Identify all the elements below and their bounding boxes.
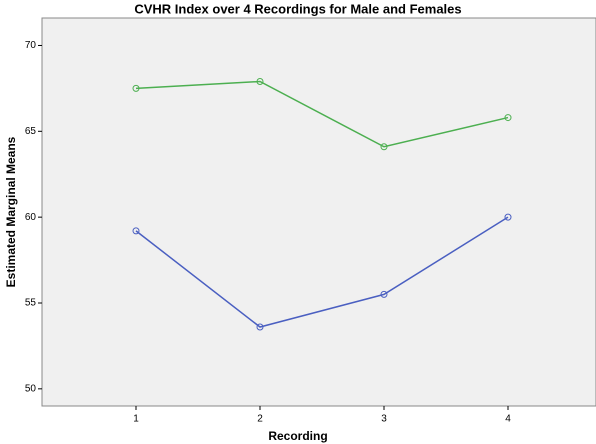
y-tick-label: 50 [25, 383, 37, 394]
point [256, 323, 264, 331]
x-tick-label: 2 [257, 414, 263, 425]
x-tick-label: 1 [133, 414, 139, 425]
y-axis-label: Estimated Marginal Means [4, 136, 18, 287]
chart-title: CVHR Index over 4 Recordings for Male an… [134, 1, 461, 16]
point [380, 290, 388, 298]
x-tick-label: 4 [505, 414, 511, 425]
series-line [135, 216, 509, 328]
y-tick-label: 55 [25, 298, 37, 309]
y-tick-label: 65 [25, 126, 37, 137]
point [380, 143, 388, 151]
y-tick-label: 70 [25, 40, 37, 51]
series-line [135, 80, 509, 148]
point [504, 114, 512, 122]
point [132, 227, 140, 235]
point [256, 78, 264, 86]
point [132, 84, 140, 92]
plot-area [41, 17, 596, 407]
y-tick-label: 60 [25, 212, 37, 223]
x-axis-label: Recording [268, 429, 327, 443]
point [504, 213, 512, 221]
x-tick-label: 3 [381, 414, 387, 425]
